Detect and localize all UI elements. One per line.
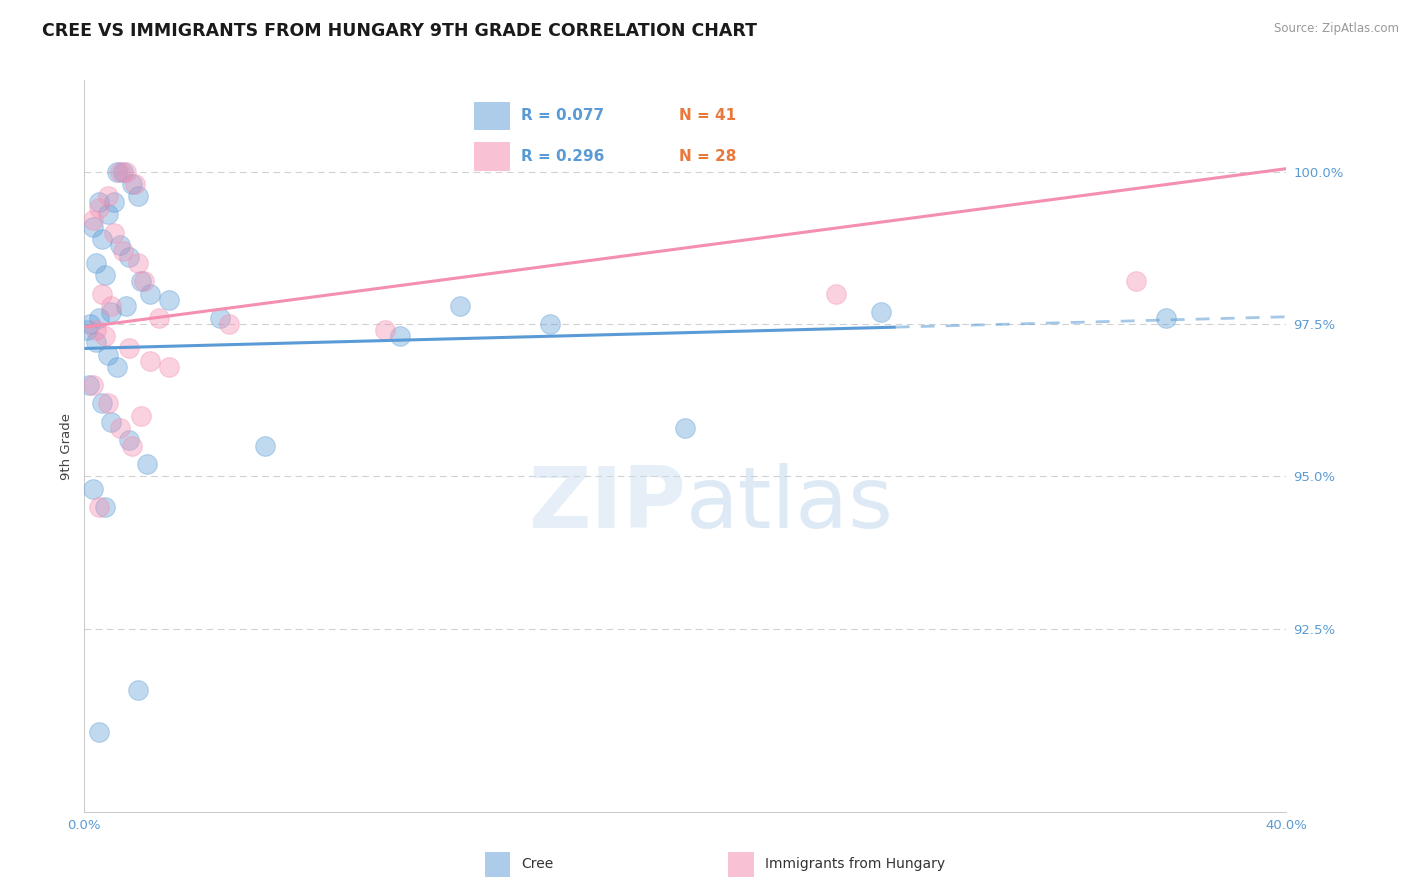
Text: Cree: Cree <box>522 857 554 871</box>
Y-axis label: 9th Grade: 9th Grade <box>60 412 73 480</box>
Point <box>107 164 129 178</box>
Point <box>374 323 396 337</box>
Point <box>103 226 125 240</box>
Point <box>77 378 100 392</box>
Point <box>100 415 122 429</box>
Point <box>82 482 104 496</box>
Point <box>82 378 104 392</box>
Point <box>118 342 141 356</box>
Point <box>388 329 411 343</box>
Point <box>112 164 135 178</box>
Text: Source: ZipAtlas.com: Source: ZipAtlas.com <box>1274 22 1399 36</box>
Point <box>89 725 111 739</box>
Text: atlas: atlas <box>686 463 893 546</box>
Point <box>94 268 117 283</box>
Point <box>157 359 180 374</box>
Point <box>115 299 138 313</box>
Point <box>1156 311 1178 326</box>
Point <box>121 439 143 453</box>
Point <box>91 232 114 246</box>
Point <box>134 275 156 289</box>
Point <box>127 682 149 697</box>
Point <box>139 286 162 301</box>
Point <box>139 353 162 368</box>
Point <box>103 195 125 210</box>
Point <box>124 177 146 191</box>
Point <box>86 335 108 350</box>
Point <box>110 238 132 252</box>
Point <box>86 323 108 337</box>
Point <box>118 250 141 264</box>
Point <box>121 177 143 191</box>
Text: ZIP: ZIP <box>527 463 686 546</box>
Text: CREE VS IMMIGRANTS FROM HUNGARY 9TH GRADE CORRELATION CHART: CREE VS IMMIGRANTS FROM HUNGARY 9TH GRAD… <box>42 22 758 40</box>
Point <box>86 256 108 270</box>
Point <box>253 439 276 453</box>
Point <box>97 189 120 203</box>
Point <box>89 311 111 326</box>
Point <box>869 305 891 319</box>
Point <box>97 207 120 221</box>
Point <box>1125 275 1147 289</box>
Point <box>136 458 159 472</box>
Point <box>118 433 141 447</box>
Point <box>824 286 846 301</box>
Point <box>675 421 697 435</box>
Point <box>82 219 104 234</box>
Point <box>127 189 149 203</box>
Point <box>97 348 120 362</box>
Point <box>89 195 111 210</box>
Point <box>91 396 114 410</box>
Point <box>100 305 122 319</box>
Point <box>131 409 153 423</box>
Point <box>76 323 98 337</box>
Point <box>208 311 231 326</box>
Point <box>91 286 114 301</box>
Point <box>218 317 240 331</box>
Point <box>97 396 120 410</box>
Point <box>449 299 471 313</box>
Text: Immigrants from Hungary: Immigrants from Hungary <box>765 857 945 871</box>
Point <box>110 421 132 435</box>
Point <box>100 299 122 313</box>
Point <box>148 311 170 326</box>
Point <box>94 500 117 514</box>
Point <box>107 359 129 374</box>
Point <box>115 164 138 178</box>
Point <box>112 244 135 258</box>
Point <box>82 213 104 227</box>
Point <box>157 293 180 307</box>
Point <box>127 256 149 270</box>
Point <box>131 275 153 289</box>
Point <box>110 164 132 178</box>
Point <box>79 317 101 331</box>
Point <box>89 500 111 514</box>
Point <box>538 317 561 331</box>
Point <box>89 202 111 216</box>
Point <box>94 329 117 343</box>
